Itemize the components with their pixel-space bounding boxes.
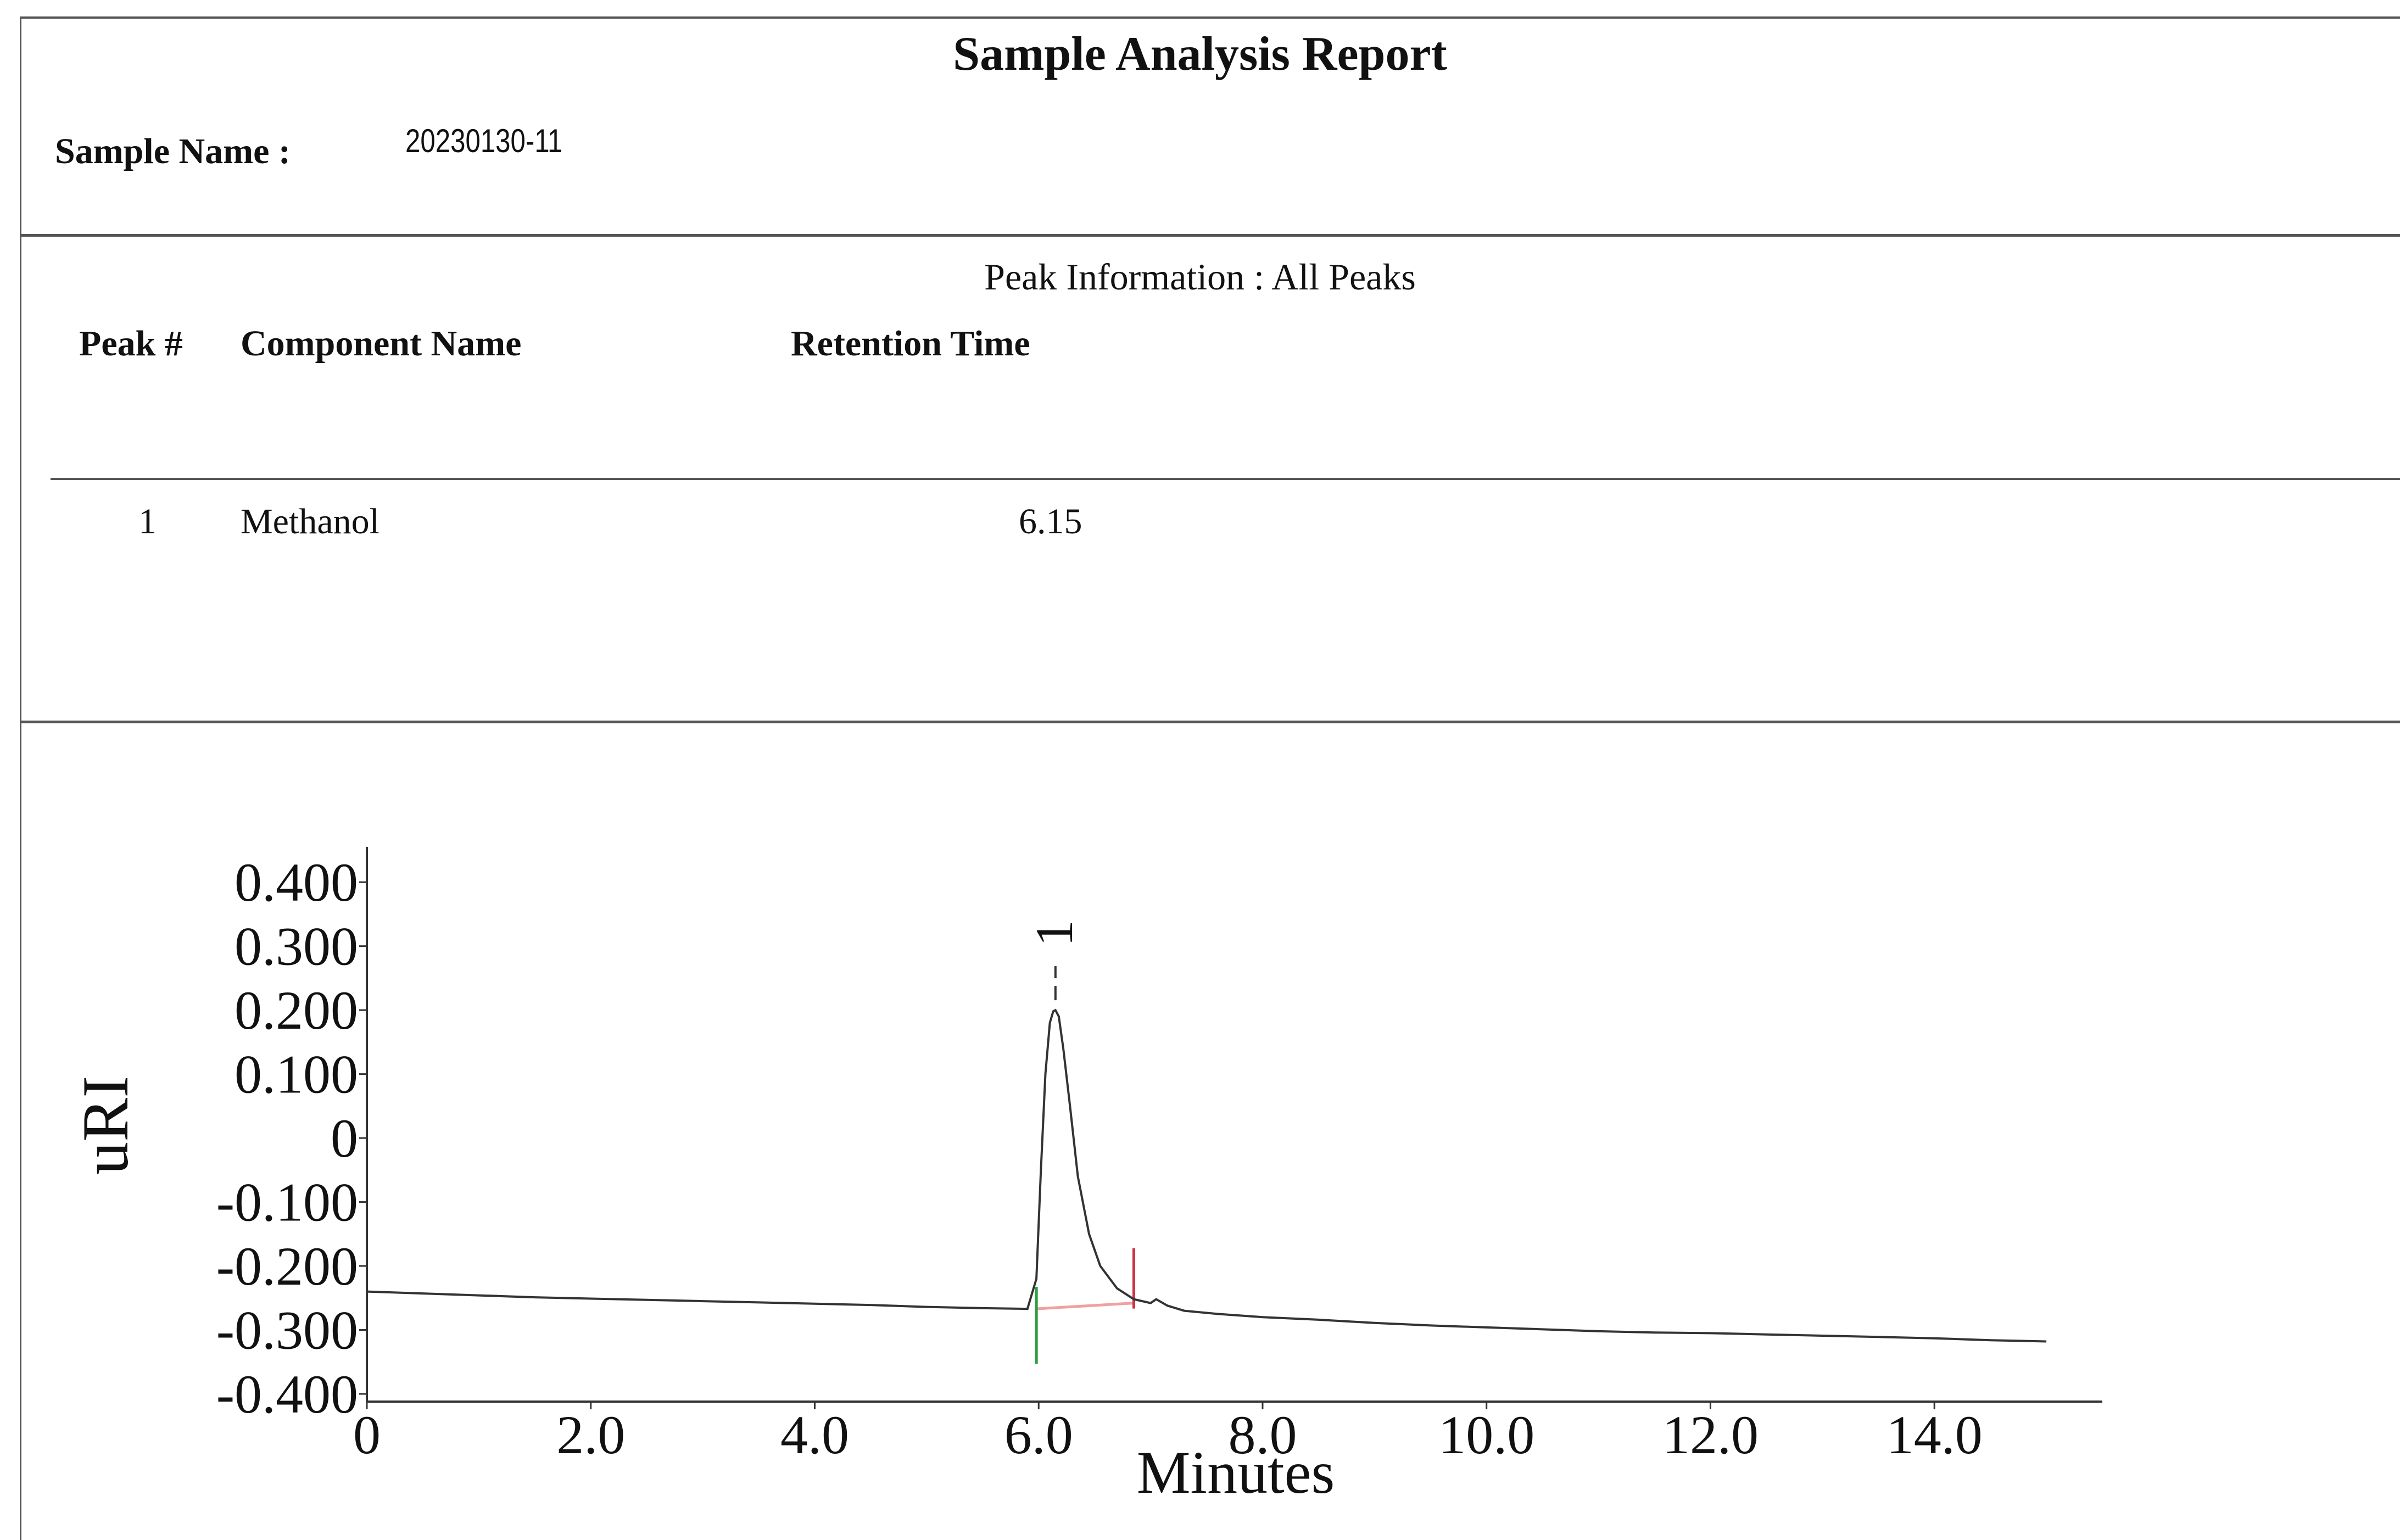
x-tick-label: 0 bbox=[353, 1404, 381, 1465]
cell-peak-number: 1 bbox=[138, 501, 157, 542]
x-tick-label: 8.0 bbox=[1228, 1404, 1297, 1465]
y-axis-label: uRI bbox=[69, 1076, 142, 1175]
y-tick-label: 0 bbox=[331, 1108, 358, 1169]
y-tick-label: 0.300 bbox=[235, 916, 358, 977]
top-border bbox=[20, 16, 2400, 19]
x-tick-label: 6.0 bbox=[1004, 1404, 1073, 1465]
report-title: Sample Analysis Report bbox=[953, 27, 1447, 81]
frame-left-border bbox=[20, 16, 21, 1540]
header-retention-time: Retention Time bbox=[791, 323, 1030, 364]
x-tick-label: 12.0 bbox=[1662, 1404, 1759, 1465]
cell-retention-time: 6.15 bbox=[1019, 501, 1082, 542]
sample-name-value: 20230130-11 bbox=[405, 122, 563, 159]
y-tick-label: -0.400 bbox=[216, 1364, 358, 1425]
y-tick-label: 0.100 bbox=[235, 1044, 358, 1105]
chromatogram-chart: 0.4000.3000.2000.1000-0.100-0.200-0.300-… bbox=[69, 847, 2102, 1506]
y-tick-label: -0.100 bbox=[216, 1172, 358, 1233]
section-divider bbox=[20, 721, 2400, 723]
y-tick-label: 0.200 bbox=[235, 980, 358, 1041]
integration-baseline bbox=[1036, 1302, 1134, 1310]
section-divider bbox=[20, 234, 2400, 237]
peak-label: 1 bbox=[1025, 920, 1084, 946]
x-tick-label: 2.0 bbox=[556, 1404, 625, 1465]
sample-name-label: Sample Name : bbox=[55, 131, 291, 171]
peak-info-title: Peak Information : All Peaks bbox=[984, 256, 1416, 298]
chromatogram-line bbox=[366, 1008, 2047, 1343]
y-tick-label: 0.400 bbox=[235, 852, 358, 913]
x-tick-label: 4.0 bbox=[780, 1404, 849, 1465]
x-axis-label: Minutes bbox=[1137, 1439, 1335, 1506]
x-tick-label: 10.0 bbox=[1438, 1404, 1534, 1465]
table-header-divider bbox=[51, 478, 2400, 480]
cell-component-name: Methanol bbox=[241, 501, 379, 542]
y-tick-label: -0.300 bbox=[216, 1300, 358, 1361]
x-tick-label: 14.0 bbox=[1886, 1404, 1983, 1465]
y-tick-label: -0.200 bbox=[216, 1236, 358, 1297]
header-component-name: Component Name bbox=[241, 323, 522, 364]
header-peak-number: Peak # bbox=[79, 323, 183, 364]
